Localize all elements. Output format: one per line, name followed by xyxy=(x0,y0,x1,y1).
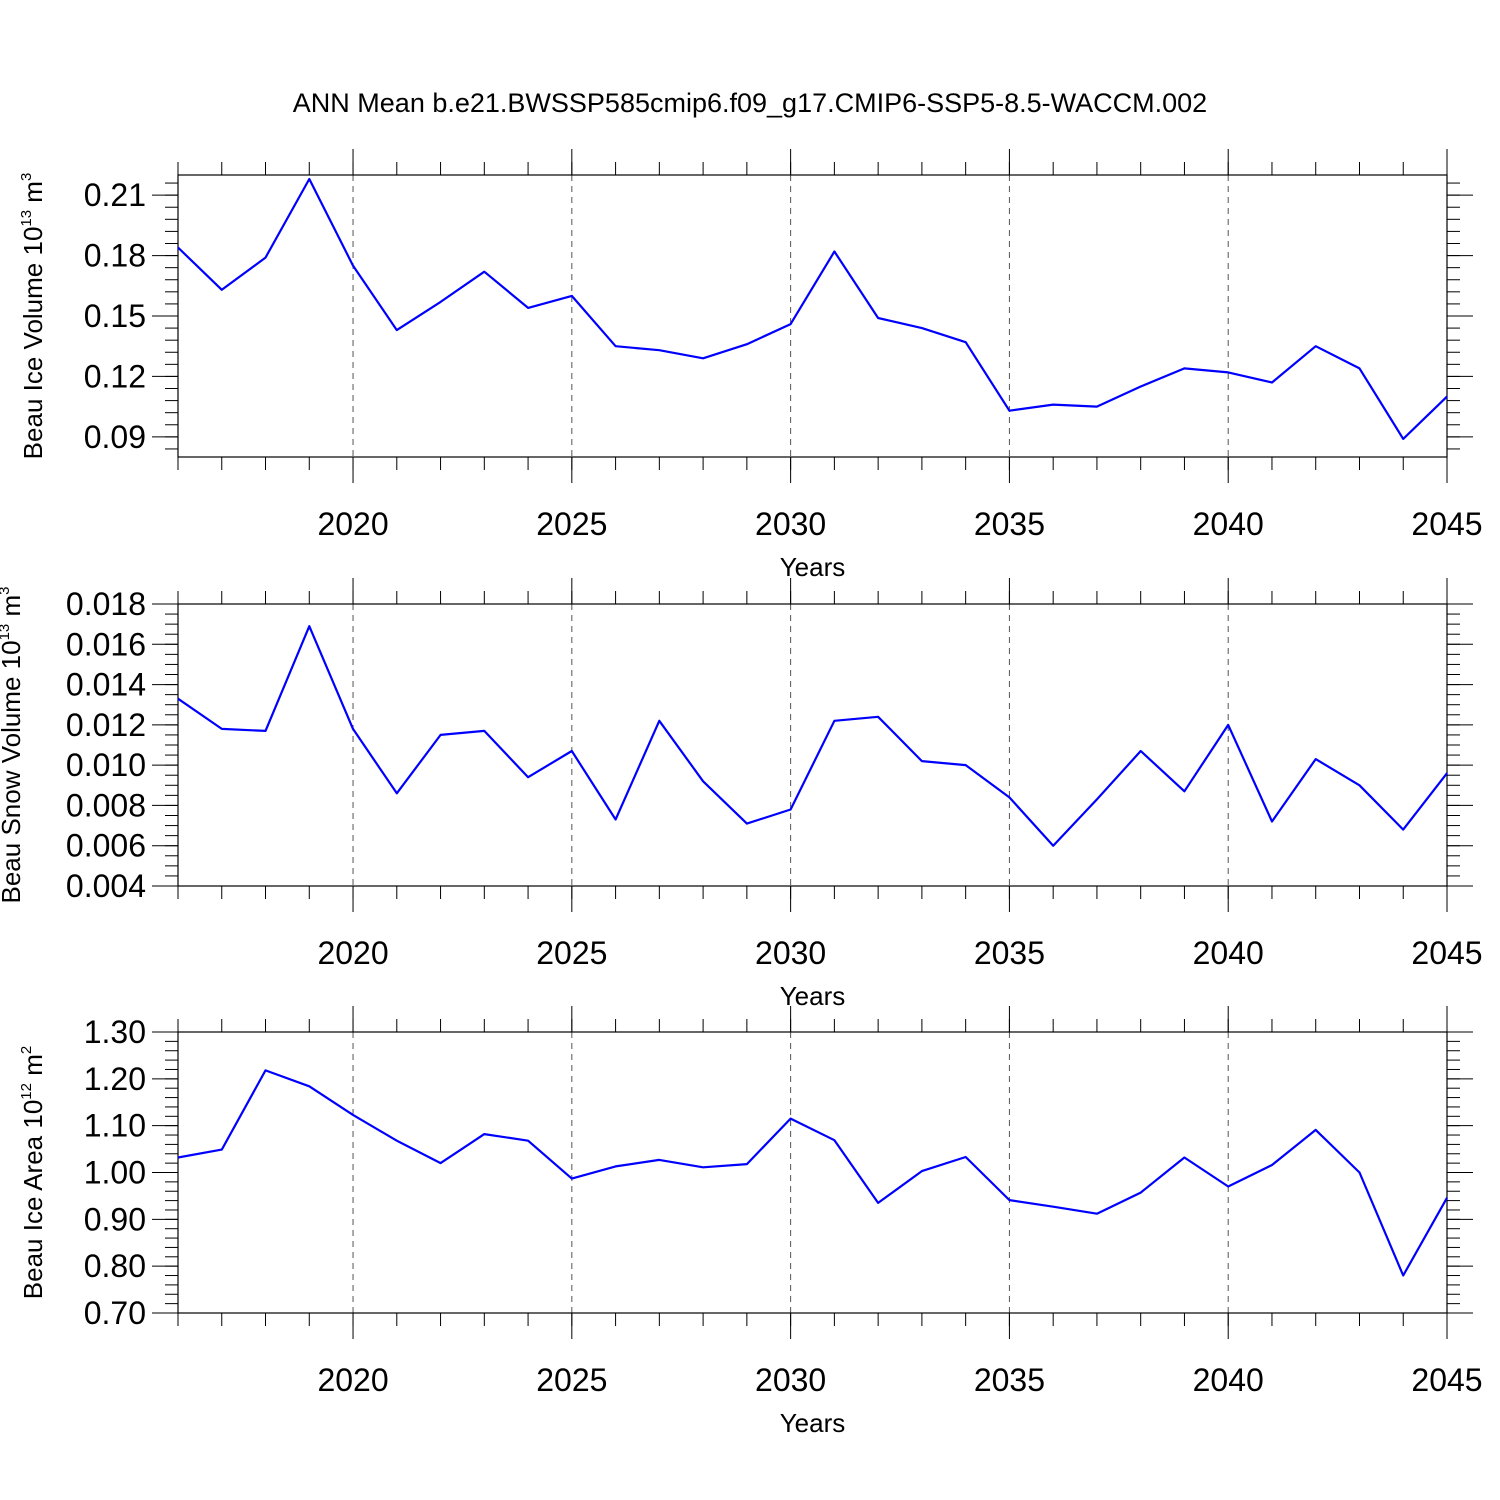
y-axis-label: Beau Snow Volume 1013 m3 xyxy=(0,587,26,904)
panel-ice-volume: 0.09 0.12 0.15 0.18 0.21 2020 2025 2030 2035 2040… xyxy=(18,149,1483,582)
x-tick-label: 2020 xyxy=(317,935,388,971)
y-tick-label: 0.016 xyxy=(66,626,146,662)
panel-ice-area: 0.70 0.80 0.90 1.00 1.10 1.20 1.30 2020 2025 2030… xyxy=(18,1006,1483,1438)
y-tick-label: 0.014 xyxy=(66,667,146,703)
y-tick-label: 0.018 xyxy=(66,586,146,622)
x-tick-label: 2045 xyxy=(1411,506,1482,542)
x-tick-label: 2035 xyxy=(974,1362,1045,1398)
plot-frame xyxy=(177,603,1448,887)
series-line-snow-volume xyxy=(177,625,1448,847)
plot-frame xyxy=(177,1031,1448,1314)
y-axis-label-exponent: 12 xyxy=(18,1083,35,1100)
x-axis-label: Years xyxy=(780,552,846,582)
y-tick-label: 1.20 xyxy=(84,1061,146,1097)
y-tick-label: 0.004 xyxy=(66,868,146,904)
y-axis-label-unit-exponent: 3 xyxy=(0,587,13,595)
x-tick-label: 2035 xyxy=(974,506,1045,542)
y-axis-label-exponent: 13 xyxy=(18,210,35,227)
series-line-ice-volume xyxy=(177,177,1448,440)
figure-title: ANN Mean b.e21.BWSSP585cmip6.f09_g17.CMI… xyxy=(293,88,1207,118)
plot-frame xyxy=(177,174,1448,458)
x-tick-label: 2025 xyxy=(536,506,607,542)
y-tick-label: 0.09 xyxy=(84,419,146,455)
y-axis-label-unit-exponent: 3 xyxy=(18,173,35,181)
y-tick-label: 0.90 xyxy=(84,1201,146,1237)
y-axis-label-text: Beau Ice Volume 10 xyxy=(18,227,48,460)
y-axis-label-exponent: 13 xyxy=(0,624,13,641)
y-axis-label-unit: m xyxy=(0,595,26,624)
y-tick-label: 0.006 xyxy=(66,828,146,864)
y-axis-label-text: Beau Snow Volume 10 xyxy=(0,640,26,903)
x-tick-label: 2025 xyxy=(536,1362,607,1398)
y-tick-label: 1.30 xyxy=(84,1014,146,1050)
y-tick-label: 0.80 xyxy=(84,1248,146,1284)
y-axis-label: Beau Ice Volume 1013 m3 xyxy=(18,173,48,460)
y-tick-label: 1.00 xyxy=(84,1155,146,1191)
x-tick-label: 2020 xyxy=(317,506,388,542)
y-axis-label-unit: m xyxy=(18,1054,48,1083)
y-tick-label: 0.18 xyxy=(84,238,146,274)
x-tick-label: 2030 xyxy=(755,935,826,971)
x-tick-label: 2040 xyxy=(1193,1362,1264,1398)
panel-snow-volume: 0.004 0.006 0.008 0.010 0.012 0.014 0.016 0.018… xyxy=(0,578,1483,1011)
y-tick-label: 0.010 xyxy=(66,747,146,783)
x-tick-label: 2025 xyxy=(536,935,607,971)
y-axis-label-unit: m xyxy=(18,181,48,210)
y-axis-label: Beau Ice Area 1012 m2 xyxy=(18,1046,48,1299)
y-axis-label-text: Beau Ice Area 10 xyxy=(18,1100,48,1299)
y-tick-label: 1.10 xyxy=(84,1108,146,1144)
x-tick-label: 2035 xyxy=(974,935,1045,971)
x-tick-label: 2040 xyxy=(1193,935,1264,971)
x-axis-label: Years xyxy=(780,981,846,1011)
x-tick-label: 2045 xyxy=(1411,1362,1482,1398)
y-tick-label: 0.12 xyxy=(84,358,146,394)
y-tick-label: 0.21 xyxy=(84,177,146,213)
y-axis-label-unit-exponent: 2 xyxy=(18,1046,35,1054)
x-tick-label: 2045 xyxy=(1411,935,1482,971)
x-tick-label: 2020 xyxy=(317,1362,388,1398)
series-line-ice-area xyxy=(177,1069,1448,1277)
y-tick-label: 0.008 xyxy=(66,787,146,823)
x-tick-label: 2040 xyxy=(1193,506,1264,542)
x-tick-label: 2030 xyxy=(755,506,826,542)
y-tick-label: 0.012 xyxy=(66,707,146,743)
x-axis-label: Years xyxy=(780,1408,846,1438)
y-tick-label: 0.15 xyxy=(84,298,146,334)
y-tick-label: 0.70 xyxy=(84,1295,146,1331)
x-tick-label: 2030 xyxy=(755,1362,826,1398)
